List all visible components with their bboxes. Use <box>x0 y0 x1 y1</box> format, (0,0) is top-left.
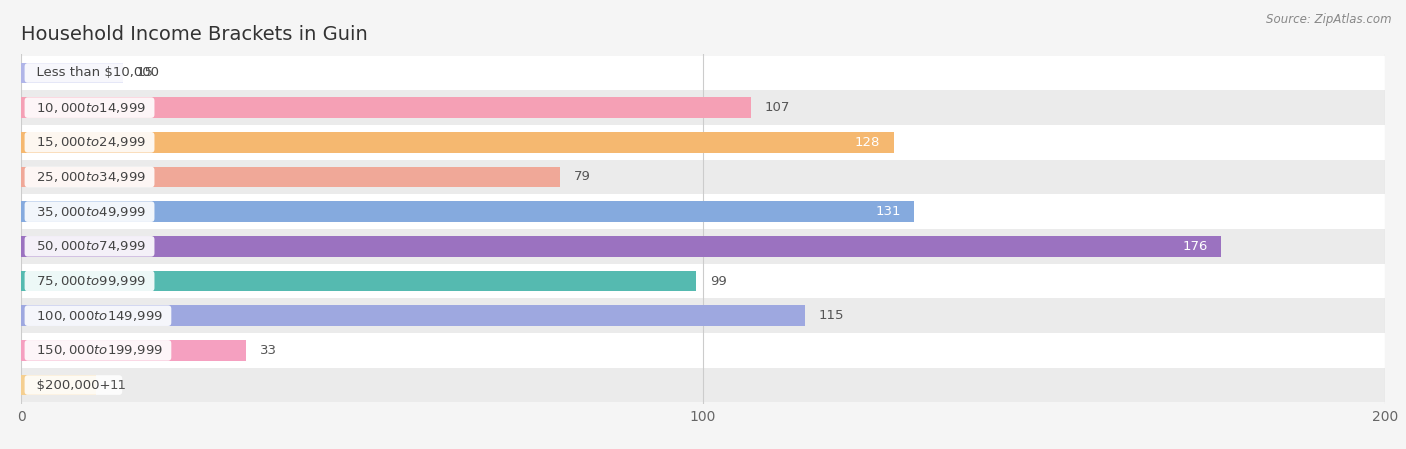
Text: $50,000 to $74,999: $50,000 to $74,999 <box>28 239 152 253</box>
Bar <box>21 97 751 118</box>
Bar <box>21 305 806 326</box>
Text: $35,000 to $49,999: $35,000 to $49,999 <box>28 205 152 219</box>
Text: $25,000 to $34,999: $25,000 to $34,999 <box>28 170 152 184</box>
Text: $200,000+: $200,000+ <box>28 379 120 392</box>
Bar <box>21 132 894 153</box>
Bar <box>21 229 1385 264</box>
Bar <box>21 374 96 396</box>
Text: 33: 33 <box>260 344 277 357</box>
Bar <box>21 160 1385 194</box>
Text: 99: 99 <box>710 274 727 287</box>
Text: $100,000 to $149,999: $100,000 to $149,999 <box>28 308 167 323</box>
Text: 11: 11 <box>110 379 127 392</box>
Text: $75,000 to $99,999: $75,000 to $99,999 <box>28 274 152 288</box>
Bar <box>21 125 1385 160</box>
Bar <box>21 298 1385 333</box>
Text: $10,000 to $14,999: $10,000 to $14,999 <box>28 101 152 114</box>
Text: Source: ZipAtlas.com: Source: ZipAtlas.com <box>1267 13 1392 26</box>
Text: $150,000 to $199,999: $150,000 to $199,999 <box>28 343 167 357</box>
Text: 15: 15 <box>136 66 155 79</box>
Text: Less than $10,000: Less than $10,000 <box>28 66 167 79</box>
Bar <box>21 368 1385 402</box>
Text: 107: 107 <box>765 101 790 114</box>
Bar <box>21 90 1385 125</box>
Text: 131: 131 <box>876 205 901 218</box>
Bar <box>21 194 1385 229</box>
Bar <box>21 271 696 291</box>
Bar <box>21 62 124 84</box>
Text: $15,000 to $24,999: $15,000 to $24,999 <box>28 135 152 150</box>
Text: 176: 176 <box>1182 240 1208 253</box>
Bar <box>21 167 560 187</box>
Text: 79: 79 <box>574 171 591 184</box>
Bar <box>21 333 1385 368</box>
Bar <box>21 201 914 222</box>
Bar <box>21 56 1385 90</box>
Bar <box>21 264 1385 298</box>
Bar <box>21 340 246 361</box>
Text: 128: 128 <box>855 136 880 149</box>
Text: Household Income Brackets in Guin: Household Income Brackets in Guin <box>21 25 368 44</box>
Bar <box>21 236 1222 257</box>
Text: 115: 115 <box>818 309 845 322</box>
